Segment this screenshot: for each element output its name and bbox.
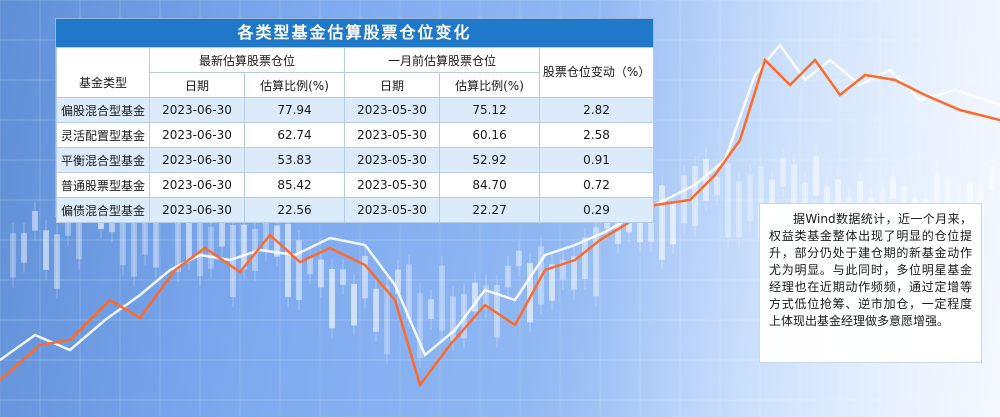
- candle-bar: [505, 265, 511, 288]
- candle-bar: [516, 250, 522, 267]
- header-month-ago-group: 一月前估算股票仓位: [344, 47, 541, 73]
- orange-trend-line: [0, 57, 1000, 388]
- cell-ratio-latest: 77.94: [243, 97, 346, 123]
- candle-bar: [208, 226, 214, 269]
- candle-bar: [153, 206, 159, 268]
- header-ratio-month-ago: 估算比例(%): [439, 72, 541, 98]
- candle-bar: [263, 221, 269, 251]
- candle-bar: [428, 299, 434, 320]
- candle-bar: [472, 282, 478, 312]
- cell-ratio-month-ago: 75.12: [439, 97, 541, 123]
- candle-bar: [219, 206, 225, 247]
- cell-date-month-ago: 2023-05-30: [344, 197, 441, 223]
- cell-ratio-month-ago: 84.70: [439, 172, 541, 198]
- candle-bar: [351, 283, 357, 326]
- table-row: 平衡混合型基金 2023-06-30 53.83 2023-05-30 52.9…: [56, 147, 655, 173]
- candle-bar: [241, 224, 247, 270]
- cell-fund-type: 普通股票型基金: [56, 172, 150, 198]
- table-row: 灵活配置型基金 2023-06-30 62.74 2023-05-30 60.1…: [56, 122, 655, 148]
- candle-bar: [32, 210, 38, 231]
- table-row: 偏股混合型基金 2023-06-30 77.94 2023-05-30 75.1…: [56, 97, 655, 123]
- table-title: 各类型基金估算股票仓位变化: [56, 19, 653, 47]
- cell-ratio-month-ago: 22.27: [439, 197, 541, 223]
- candle-bar: [571, 256, 577, 290]
- candle-bar: [318, 259, 324, 288]
- candle-bar: [230, 224, 236, 298]
- candle-bar: [175, 203, 181, 272]
- cell-fund-type: 偏债混合型基金: [56, 197, 150, 223]
- cell-ratio-latest: 53.83: [243, 147, 346, 173]
- candle-bar: [439, 265, 445, 331]
- header-latest-group: 最新估算股票仓位: [148, 47, 346, 73]
- cell-date-month-ago: 2023-05-30: [344, 147, 441, 173]
- candle-bar: [252, 229, 258, 272]
- cell-ratio-month-ago: 52.92: [439, 147, 541, 173]
- candle-bar: [329, 268, 335, 329]
- cell-change: 0.91: [539, 147, 655, 173]
- candle-bar: [527, 263, 533, 323]
- table-row: 偏债混合型基金 2023-06-30 22.56 2023-05-30 22.2…: [56, 197, 655, 223]
- candle-bar: [450, 296, 456, 341]
- candle-bar: [54, 234, 60, 289]
- cell-ratio-latest: 22.56: [243, 197, 346, 223]
- header-change: 股票仓位变动（%）: [539, 47, 655, 98]
- header-fund-type: 基金类型: [56, 47, 150, 98]
- candle-bar: [362, 255, 368, 299]
- cell-change: 0.72: [539, 172, 655, 198]
- cell-date-latest: 2023-06-30: [149, 147, 245, 173]
- fund-position-table: 基金类型 最新估算股票仓位 一月前估算股票仓位 股票仓位变动（%） 日期 估算比…: [56, 47, 655, 223]
- cell-date-latest: 2023-06-30: [149, 97, 245, 123]
- cell-change: 2.58: [539, 122, 655, 148]
- candle-bar: [76, 210, 82, 260]
- cell-fund-type: 偏股混合型基金: [56, 97, 150, 123]
- header-date-month-ago: 日期: [344, 72, 441, 98]
- cell-date-latest: 2023-06-30: [149, 197, 245, 223]
- candle-bar: [197, 221, 203, 277]
- header-date-latest: 日期: [149, 72, 245, 98]
- candle-bar: [373, 288, 379, 332]
- candle-bar: [307, 257, 313, 275]
- cell-fund-type: 平衡混合型基金: [56, 147, 150, 173]
- candle-bar: [384, 285, 390, 355]
- candle-bar: [10, 233, 16, 278]
- cell-change: 2.82: [539, 97, 655, 123]
- cell-fund-type: 灵活配置型基金: [56, 122, 150, 148]
- cell-date-month-ago: 2023-05-30: [344, 122, 441, 148]
- candle-bar: [593, 226, 599, 297]
- candle-bar: [483, 285, 489, 309]
- candle-bar: [395, 269, 401, 294]
- candle-bar: [406, 264, 412, 320]
- cell-ratio-month-ago: 60.16: [439, 122, 541, 148]
- candle-bar: [43, 230, 49, 270]
- commentary-text-box: 据Wind数据统计，近一个月来，权益类基金整体出现了明显的仓位提升，部分仍处于建…: [759, 203, 982, 363]
- candle-bar: [340, 269, 346, 285]
- cell-ratio-latest: 85.42: [243, 172, 346, 198]
- cell-date-month-ago: 2023-05-30: [344, 97, 441, 123]
- candle-bar: [560, 259, 566, 280]
- candle-bar: [186, 208, 192, 260]
- candle-bar: [582, 237, 588, 279]
- candle-bar: [285, 223, 291, 298]
- cell-change: 0.29: [539, 197, 655, 223]
- candle-bar: [131, 202, 137, 277]
- candle-bar: [296, 240, 302, 301]
- candle-bar: [120, 209, 126, 266]
- candle-bar: [142, 206, 148, 255]
- cell-ratio-latest: 62.74: [243, 122, 346, 148]
- fund-position-table-panel: 各类型基金估算股票仓位变化 基金类型 最新估算股票仓位 一月前估算股票仓位 股票…: [55, 18, 655, 223]
- cell-date-latest: 2023-06-30: [149, 122, 245, 148]
- header-ratio-latest: 估算比例(%): [243, 72, 346, 98]
- candle-bar: [21, 233, 27, 263]
- cell-date-month-ago: 2023-05-30: [344, 172, 441, 198]
- candle-bar: [417, 293, 423, 358]
- candle-bar: [494, 285, 500, 338]
- cell-date-latest: 2023-06-30: [149, 172, 245, 198]
- candle-bar: [549, 264, 555, 301]
- table-row: 普通股票型基金 2023-06-30 85.42 2023-05-30 84.7…: [56, 172, 655, 198]
